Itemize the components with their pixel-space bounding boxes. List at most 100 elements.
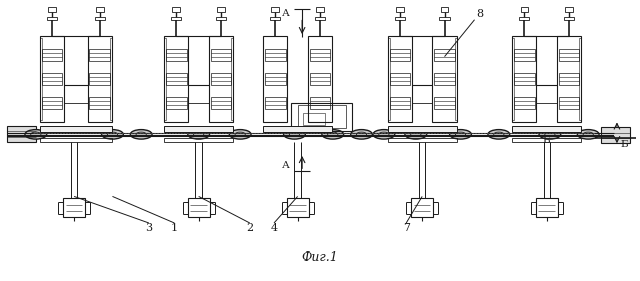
Circle shape <box>188 130 209 139</box>
Circle shape <box>351 130 372 139</box>
Circle shape <box>373 130 395 139</box>
Bar <box>211 97 231 109</box>
Text: А: А <box>282 162 289 171</box>
Circle shape <box>284 130 305 139</box>
Bar <box>559 73 579 85</box>
Bar <box>519 17 529 20</box>
Bar <box>265 73 285 85</box>
Bar <box>166 49 186 61</box>
Circle shape <box>229 130 251 139</box>
Bar <box>88 36 112 122</box>
Bar <box>110 38 112 119</box>
Bar <box>435 73 455 85</box>
Bar <box>216 17 226 20</box>
Bar <box>90 49 110 61</box>
Text: Фиг.1: Фиг.1 <box>301 251 339 264</box>
Bar <box>559 97 579 109</box>
Bar <box>47 17 57 20</box>
Bar <box>514 97 534 109</box>
Bar <box>514 73 534 85</box>
Bar <box>90 97 110 109</box>
Bar <box>433 36 457 122</box>
Bar <box>557 36 581 122</box>
Bar <box>90 73 110 85</box>
Bar <box>310 49 330 61</box>
Bar <box>263 36 287 122</box>
Bar <box>564 17 574 20</box>
Bar <box>263 126 332 132</box>
Bar <box>48 7 56 12</box>
Bar <box>40 138 112 142</box>
Circle shape <box>539 130 561 139</box>
Bar <box>388 36 412 122</box>
Text: Б: Б <box>542 136 550 145</box>
Bar <box>42 49 62 61</box>
Circle shape <box>131 130 152 139</box>
Text: Б: Б <box>620 140 628 149</box>
Circle shape <box>577 130 599 139</box>
Bar <box>455 38 457 119</box>
Bar <box>166 97 186 109</box>
Bar <box>388 38 390 119</box>
Bar <box>209 36 233 122</box>
Text: 4: 4 <box>271 223 278 234</box>
Bar <box>298 105 346 128</box>
Bar <box>217 7 225 12</box>
Circle shape <box>102 130 124 139</box>
Bar <box>390 73 410 85</box>
Bar <box>388 138 457 142</box>
Circle shape <box>450 130 471 139</box>
Text: А: А <box>282 9 289 18</box>
Text: 1: 1 <box>171 223 178 234</box>
Bar <box>63 198 85 217</box>
Bar <box>512 138 581 142</box>
Bar <box>271 7 279 12</box>
Bar <box>270 17 280 20</box>
Bar <box>315 17 325 20</box>
Bar <box>512 36 536 122</box>
Bar <box>440 17 450 20</box>
Bar <box>40 38 42 119</box>
Bar <box>316 7 324 12</box>
Bar <box>42 73 62 85</box>
Bar <box>303 113 325 125</box>
Bar <box>441 7 449 12</box>
Bar <box>396 7 404 12</box>
Bar <box>211 49 231 61</box>
Circle shape <box>488 130 509 139</box>
Bar <box>514 49 534 61</box>
Bar <box>512 126 581 132</box>
Bar <box>559 49 579 61</box>
Circle shape <box>25 130 47 139</box>
Circle shape <box>322 130 344 139</box>
Text: 8: 8 <box>476 9 484 19</box>
Bar <box>173 7 180 12</box>
Bar <box>265 97 285 109</box>
Bar <box>310 73 330 85</box>
Text: 2: 2 <box>246 223 253 234</box>
Bar <box>7 126 36 142</box>
Bar <box>188 198 209 217</box>
Text: 7: 7 <box>403 223 410 234</box>
Bar <box>388 126 457 132</box>
Bar <box>164 138 233 142</box>
Bar <box>231 38 233 119</box>
Bar <box>310 97 330 109</box>
Bar <box>287 198 308 217</box>
Bar <box>164 126 233 132</box>
Bar <box>172 17 181 20</box>
Bar <box>95 17 105 20</box>
Bar <box>96 7 104 12</box>
Circle shape <box>405 130 427 139</box>
Bar <box>512 38 514 119</box>
Bar <box>308 36 332 122</box>
Bar <box>395 17 405 20</box>
Bar <box>42 97 62 109</box>
Bar <box>164 36 188 122</box>
Bar <box>40 36 64 122</box>
Bar <box>40 126 112 132</box>
Bar <box>536 198 557 217</box>
Bar <box>601 127 630 143</box>
Text: 3: 3 <box>145 223 152 234</box>
Bar <box>265 49 285 61</box>
